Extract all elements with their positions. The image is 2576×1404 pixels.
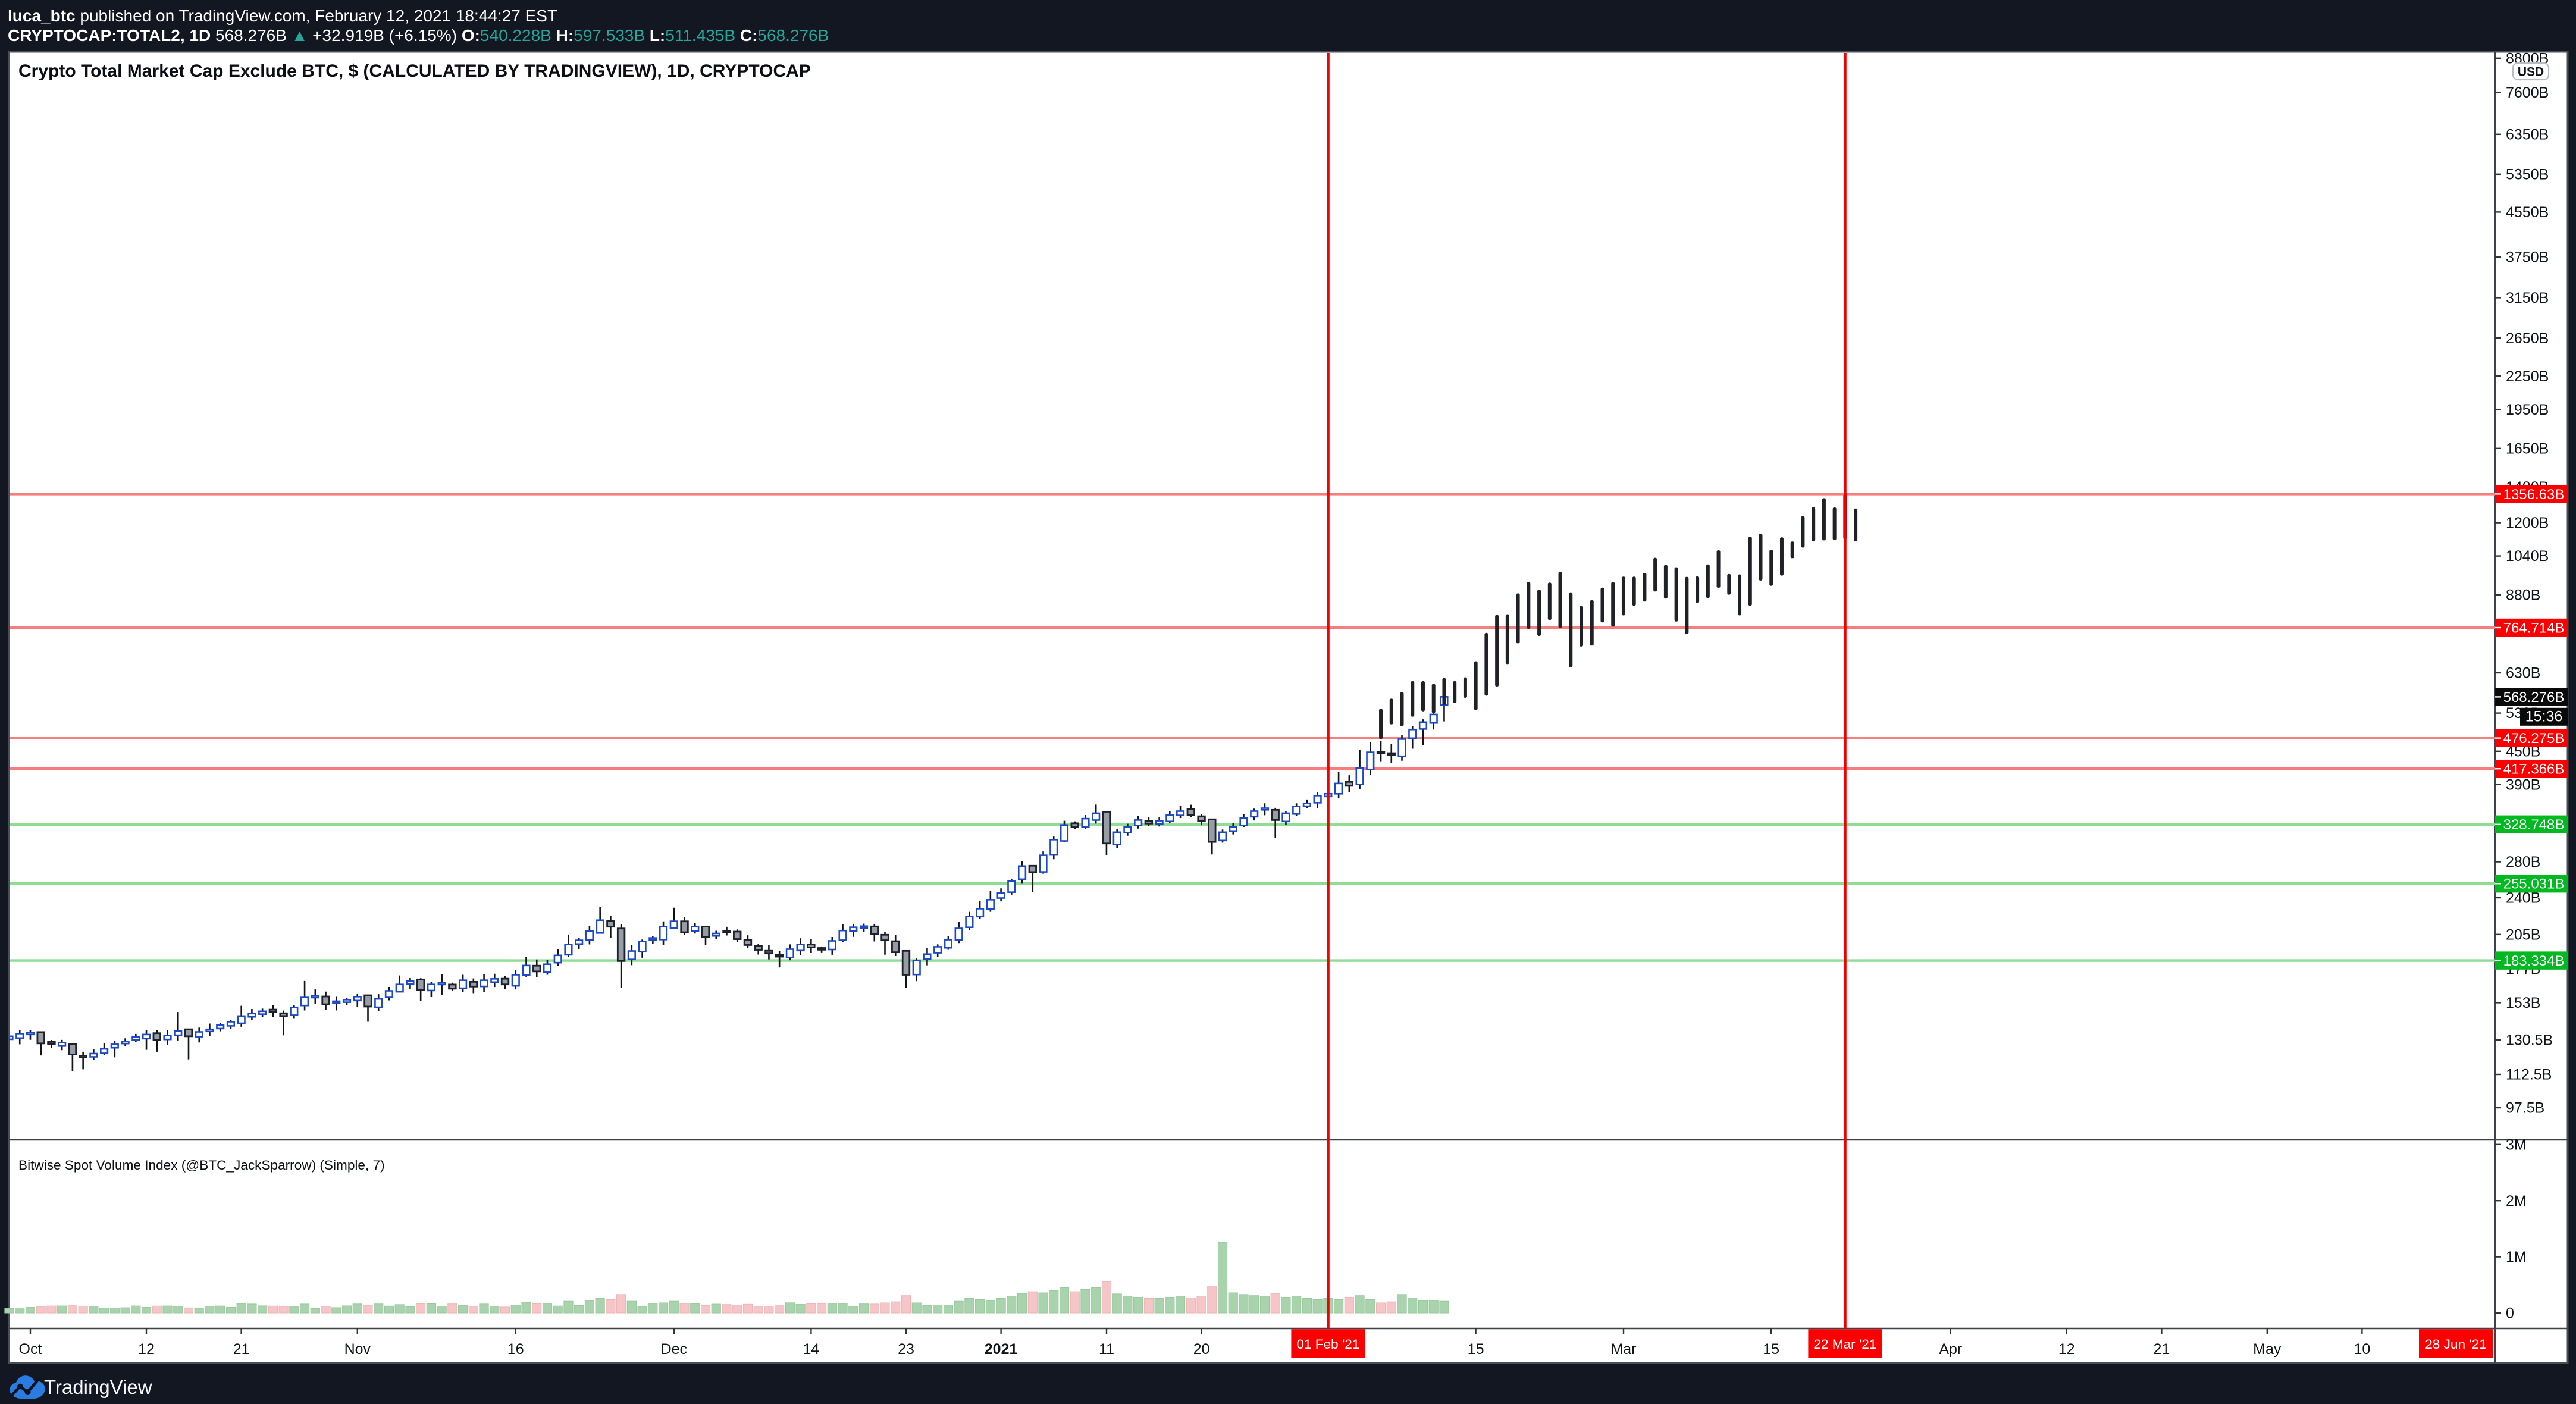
svg-text:153B: 153B	[2506, 995, 2540, 1011]
svg-text:417.366B: 417.366B	[2503, 761, 2565, 778]
svg-text:20: 20	[1193, 1341, 1210, 1358]
svg-text:5350B: 5350B	[2506, 166, 2549, 183]
svg-text:11: 11	[1099, 1341, 1114, 1358]
svg-text:568.276B: 568.276B	[2503, 690, 2565, 706]
svg-text:328.748B: 328.748B	[2503, 817, 2565, 833]
svg-text:764.714B: 764.714B	[2503, 620, 2565, 636]
svg-text:10: 10	[2354, 1341, 2370, 1358]
svg-text:15:36: 15:36	[2525, 709, 2563, 725]
svg-text:Oct: Oct	[19, 1341, 42, 1358]
svg-text:21: 21	[2153, 1341, 2170, 1358]
svg-text:TradingView: TradingView	[44, 1376, 152, 1398]
svg-text:Apr: Apr	[1939, 1341, 1962, 1358]
svg-text:280B: 280B	[2506, 854, 2540, 870]
svg-text:21: 21	[233, 1341, 250, 1358]
svg-text:1040B: 1040B	[2506, 548, 2549, 565]
svg-text:15: 15	[1468, 1341, 1484, 1358]
svg-text:Bitwise Spot Volume Index (@BT: Bitwise Spot Volume Index (@BTC_JackSpar…	[18, 1158, 385, 1173]
svg-text:1356.63B: 1356.63B	[2503, 487, 2565, 503]
svg-text:3150B: 3150B	[2506, 290, 2549, 306]
svg-text:3750B: 3750B	[2506, 249, 2549, 266]
svg-text:7600B: 7600B	[2506, 84, 2549, 101]
svg-text:CRYPTOCAP:TOTAL2, 1D 568.276B: CRYPTOCAP:TOTAL2, 1D 568.276B ▲ +32.919B…	[8, 26, 829, 45]
svg-text:16: 16	[507, 1341, 524, 1358]
svg-text:205B: 205B	[2506, 926, 2540, 943]
svg-text:1650B: 1650B	[2506, 440, 2549, 457]
svg-text:183.334B: 183.334B	[2503, 953, 2565, 969]
svg-text:Dec: Dec	[661, 1341, 687, 1358]
svg-text:Mar: Mar	[1610, 1341, 1636, 1358]
svg-text:255.031B: 255.031B	[2503, 876, 2565, 892]
svg-text:130.5B: 130.5B	[2506, 1032, 2553, 1048]
svg-text:2250B: 2250B	[2506, 368, 2549, 385]
svg-text:1200B: 1200B	[2506, 515, 2549, 531]
svg-text:Crypto Total Market Cap Exclud: Crypto Total Market Cap Exclude BTC, $ (…	[18, 61, 811, 81]
svg-text:14: 14	[803, 1341, 819, 1358]
svg-text:15: 15	[1763, 1341, 1779, 1358]
svg-text:1M: 1M	[2506, 1249, 2527, 1265]
svg-text:12: 12	[138, 1341, 155, 1358]
svg-text:4550B: 4550B	[2506, 204, 2549, 221]
svg-text:112.5B: 112.5B	[2506, 1067, 2552, 1083]
svg-text:May: May	[2253, 1341, 2282, 1358]
svg-text:luca_btc published on TradingV: luca_btc published on TradingView.com, F…	[8, 7, 557, 25]
svg-text:2021: 2021	[985, 1341, 1018, 1358]
svg-text:630B: 630B	[2506, 665, 2540, 682]
svg-text:880B: 880B	[2506, 587, 2540, 604]
svg-text:28 Jun '21: 28 Jun '21	[2425, 1337, 2487, 1352]
svg-text:22 Mar '21: 22 Mar '21	[1813, 1337, 1876, 1352]
svg-text:23: 23	[898, 1341, 914, 1358]
svg-text:01 Feb '21: 01 Feb '21	[1296, 1337, 1359, 1352]
svg-text:390B: 390B	[2506, 776, 2540, 793]
svg-text:0: 0	[2506, 1305, 2514, 1322]
svg-text:USD: USD	[2518, 65, 2544, 79]
svg-text:12: 12	[2058, 1341, 2075, 1358]
svg-text:2M: 2M	[2506, 1193, 2527, 1209]
svg-text:97.5B: 97.5B	[2506, 1100, 2544, 1117]
svg-text:2650B: 2650B	[2506, 330, 2549, 347]
svg-text:1950B: 1950B	[2506, 402, 2549, 418]
svg-text:Nov: Nov	[344, 1341, 371, 1358]
svg-text:476.275B: 476.275B	[2503, 731, 2565, 747]
svg-text:6350B: 6350B	[2506, 126, 2549, 143]
svg-text:3M: 3M	[2506, 1136, 2527, 1153]
